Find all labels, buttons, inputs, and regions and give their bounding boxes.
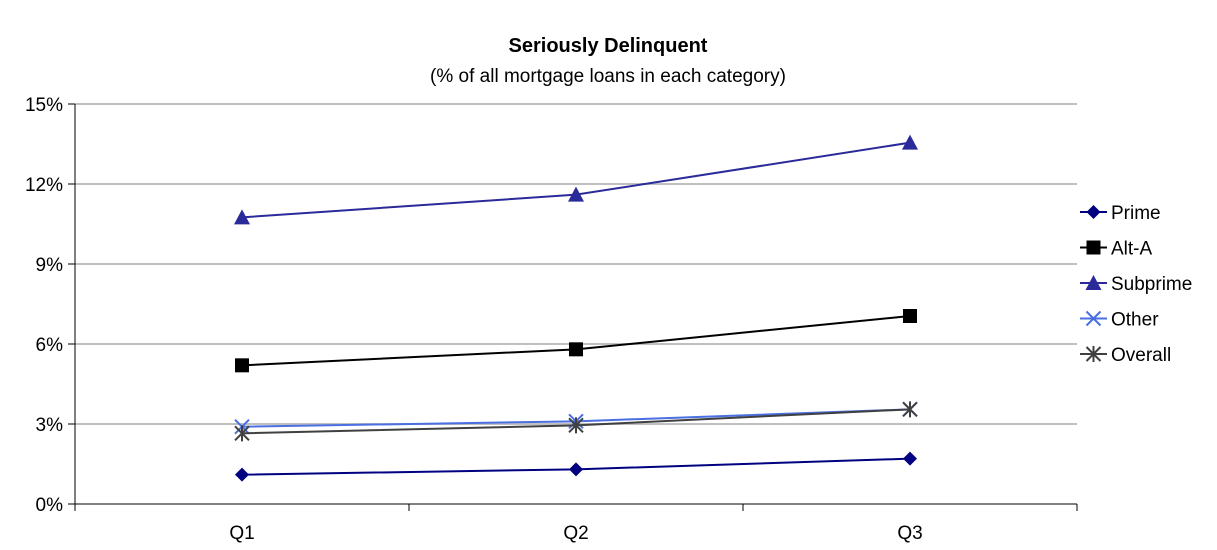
x-tick-label: Q2: [563, 523, 588, 544]
series-group: [234, 134, 918, 482]
series-alt-a: [235, 309, 917, 373]
series-line-subprime: [241, 141, 911, 219]
y-tick-label: 15%: [25, 95, 63, 116]
data-point-alt-a: [903, 309, 917, 323]
legend-label-other: Other: [1111, 310, 1159, 331]
chart-subtitle: (% of all mortgage loans in each categor…: [430, 66, 786, 87]
series-subprime: [234, 134, 918, 225]
data-point-alt-a: [235, 358, 249, 373]
data-point-alt-a: [569, 342, 583, 357]
data-point-subprime: [568, 186, 584, 202]
y-tick-label: 3%: [36, 415, 64, 436]
data-point-prime: [235, 467, 249, 482]
series-line-alt-a: [241, 315, 911, 367]
x-tick-label: Q3: [897, 523, 922, 544]
series-prime: [235, 451, 917, 482]
data-point-overall: [234, 425, 250, 442]
data-point-subprime: [234, 209, 250, 225]
y-tick-label: 0%: [36, 495, 64, 516]
legend-marker-other: [1085, 310, 1102, 327]
grid: [75, 103, 1077, 425]
axes: [68, 103, 1078, 511]
legend-label-overall: Overall: [1111, 345, 1171, 366]
y-tick-label: 6%: [36, 335, 64, 356]
legend-label-prime: Prime: [1111, 203, 1161, 224]
data-point-subprime: [902, 134, 918, 150]
legend-label-alt-a: Alt-A: [1111, 239, 1153, 260]
series-overall: [234, 401, 918, 442]
y-axis-ticks: 0% 3% 6% 9% 12% 15%: [25, 95, 63, 516]
chart-title: Seriously Delinquent: [509, 35, 708, 57]
legend-item-prime: Prime: [1080, 203, 1161, 224]
legend-marker-prime: [1086, 205, 1101, 219]
data-point-overall: [902, 401, 918, 418]
y-tick-label: 12%: [25, 175, 63, 196]
legend: Prime Alt-A Subprime Other Overall: [1080, 203, 1192, 366]
legend-marker-alt-a: [1086, 240, 1101, 255]
data-point-overall: [568, 417, 584, 434]
legend-item-other: Other: [1080, 310, 1159, 331]
y-tick-label: 9%: [36, 255, 64, 276]
data-point-prime: [903, 451, 917, 466]
legend-item-overall: Overall: [1080, 345, 1171, 366]
x-axis-ticks: Q1 Q2 Q3: [229, 523, 922, 544]
legend-marker-overall: [1085, 346, 1102, 362]
legend-item-subprime: Subprime: [1080, 274, 1192, 295]
legend-label-subprime: Subprime: [1111, 274, 1192, 295]
x-tick-label: Q1: [229, 523, 254, 544]
data-point-prime: [569, 462, 583, 477]
legend-marker-subprime: [1085, 275, 1102, 290]
legend-item-alt-a: Alt-A: [1080, 239, 1153, 260]
